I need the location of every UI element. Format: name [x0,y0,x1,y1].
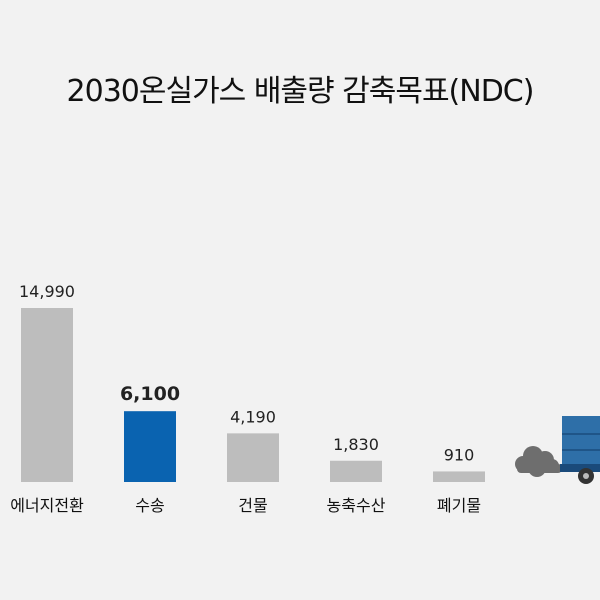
bar-4 [433,471,485,482]
bar-1 [124,411,176,482]
category-label-4: 폐기물 [437,496,481,515]
chart-title: 2030온실가스 배출량 감축목표(NDC) [66,74,535,109]
bar-3 [330,460,382,482]
category-label-0: 에너지전환 [10,496,84,515]
delivery-truck-icon [515,416,600,484]
value-label-1: 6,100 [120,383,180,405]
value-label-0: 14,990 [19,282,75,301]
category-label-3: 농축수산 [327,496,386,515]
value-label-4: 910 [444,445,475,464]
category-label-2: 건물 [238,496,267,515]
bars-group: 14,990 에너지전환 6,100 수송 4,190 건물 1,830 농축수산 910 폐기물 [10,282,485,515]
value-label-3: 1,830 [333,435,379,454]
bar-2 [227,433,279,482]
category-label-1: 수송 [135,496,164,515]
exhaust-smoke-icon [515,446,562,477]
value-label-2: 4,190 [230,407,276,426]
bar-0 [21,308,73,482]
